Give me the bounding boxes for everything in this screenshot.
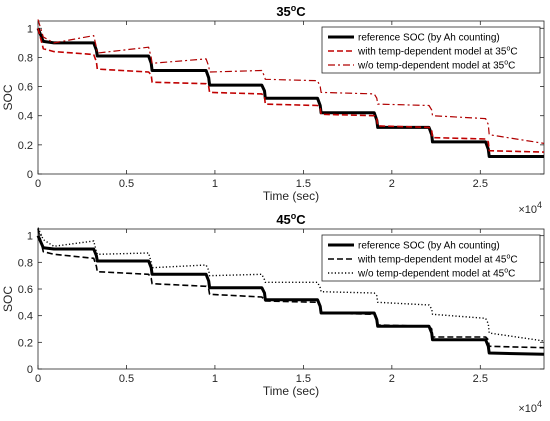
series-line-2 [37,28,545,153]
panel-1: 35oC 0 0.5 1 1.5 2 2.5 0 0.2 0.4 0.6 0.8 1 Time (sec)… [1,3,545,216]
legend-label-1: reference SOC (by Ah counting) [358,33,500,44]
series-line-2 [37,228,545,349]
x-tick-label: 0.5 [119,178,134,190]
chart-title: 45oC [276,211,306,227]
y-axis-label: SOC [1,286,15,312]
y-tick-label: 1 [27,231,33,243]
legend-label-2: with temp-dependent model at 35oC [357,46,518,58]
x-axis-label: Time (sec) [263,384,319,398]
x-axis-label: Time (sec) [263,189,319,203]
y-tick-label: 0.4 [18,311,33,323]
y-tick-label: 0 [27,169,33,181]
x-tick-label: 1.5 [296,178,311,190]
series-line-3 [37,19,545,144]
legend-label-3: w/o temp-dependent model at 45oC [357,268,515,280]
panel-2: 45oC 0 0.5 1 1.5 2 2.5 0 0.2 0.4 0.6 0.8 1 Time (sec)… [1,211,545,415]
x-tick-label: 1 [212,373,218,385]
x-exponent-label: ×104 [518,200,542,216]
x-tick-label: 0 [35,178,41,190]
x-tick-label: 2.5 [473,178,488,190]
x-exponent-label: ×104 [518,399,542,415]
y-tick-label: 0 [27,364,33,376]
x-tick-label: 2.5 [473,373,488,385]
x-tick-label: 0 [35,373,41,385]
legend-label-3: w/o temp-dependent model at 35oC [357,60,515,72]
y-tick-label: 0.6 [18,82,33,94]
y-tick-label: 0.8 [18,52,33,64]
y-axis-label: SOC [1,84,15,110]
legend: reference SOC (by Ah counting) with temp-… [321,234,541,282]
legend-label-1: reference SOC (by Ah counting) [358,241,500,252]
x-tick-label: 2 [389,373,395,385]
series-line-1 [36,27,544,158]
x-tick-label: 2 [389,178,395,190]
x-tick-label: 1.5 [296,373,311,385]
x-tick-label: 0.5 [119,373,134,385]
legend-box [321,26,541,74]
legend-box [321,234,541,282]
y-tick-label: 0.2 [18,140,33,152]
y-tick-label: 0.2 [18,337,33,349]
y-tick-label: 0.6 [18,284,33,296]
y-tick-label: 0.4 [18,111,33,123]
y-tick-label: 0.8 [18,257,33,269]
x-tick-label: 1 [212,178,218,190]
legend-label-2: with temp-dependent model at 45oC [357,254,518,266]
y-tick-label: 1 [27,23,33,35]
chart-title: 35oC [276,3,306,19]
legend: reference SOC (by Ah counting) with temp-… [321,26,541,74]
